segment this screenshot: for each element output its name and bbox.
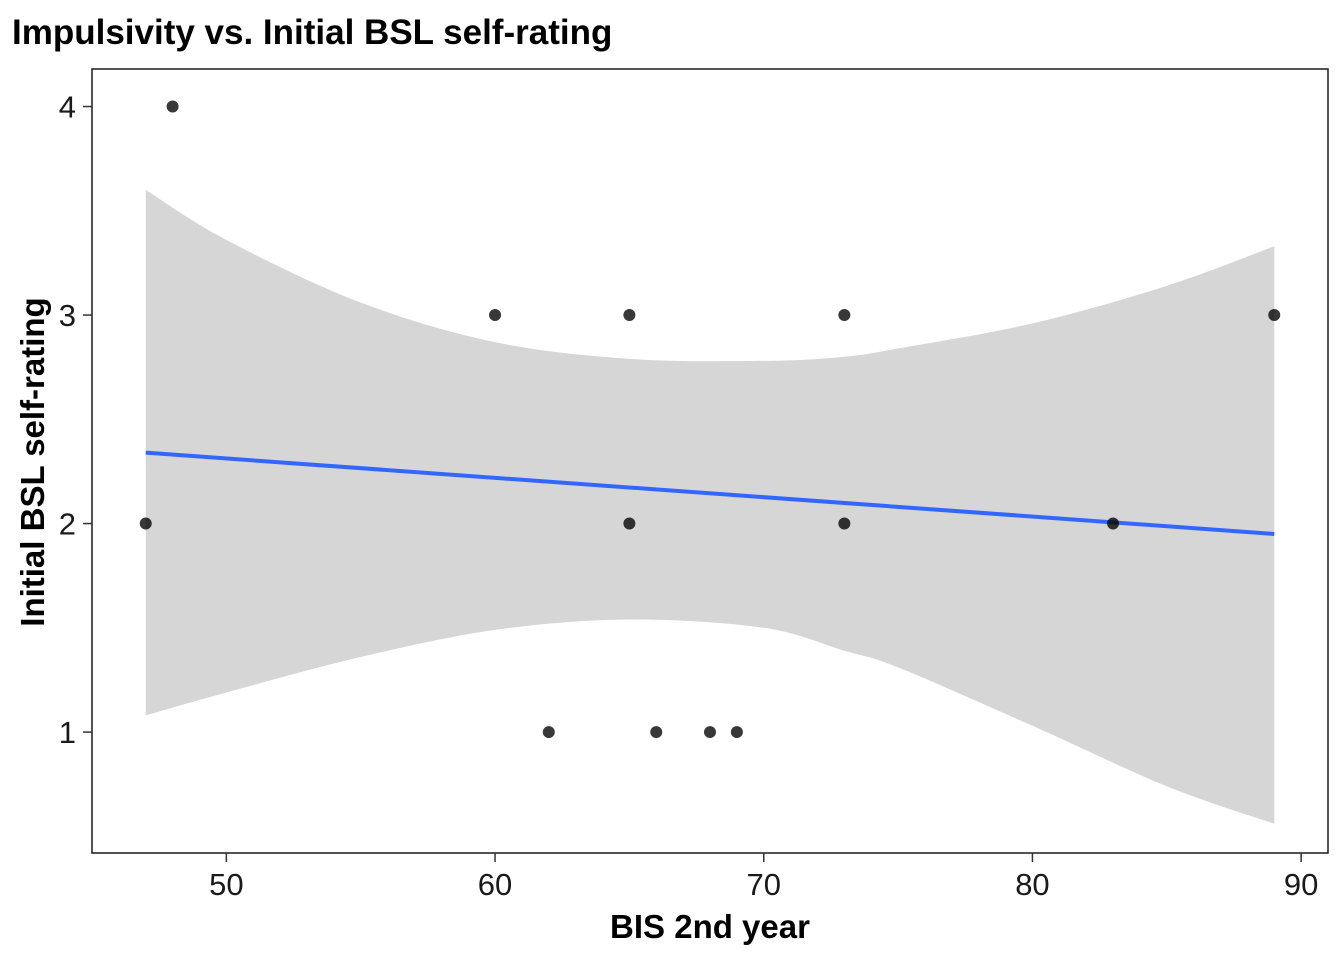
chart-title: Impulsivity vs. Initial BSL self-rating: [12, 13, 612, 52]
data-point: [166, 100, 179, 113]
data-point: [139, 517, 152, 530]
confidence-band: [145, 189, 1275, 824]
y-axis-ticks: 1 2 3 4: [59, 90, 92, 750]
plot-panel-border: [91, 68, 1329, 854]
data-point: [1107, 517, 1120, 530]
x-tick-label: 90: [1284, 867, 1318, 902]
trend-line: [145, 450, 1275, 536]
data-point: [623, 517, 636, 530]
data-point: [542, 726, 555, 739]
x-tick-label: 80: [1015, 867, 1049, 902]
x-tick-label: 60: [478, 867, 512, 902]
x-tick-label: 50: [209, 867, 243, 902]
data-point: [623, 309, 636, 322]
data-point: [838, 517, 851, 530]
data-point: [704, 726, 716, 739]
data-point: [730, 726, 743, 739]
data-point: [1268, 309, 1281, 322]
y-axis-title: Initial BSL self-rating: [14, 297, 51, 626]
y-tick-label: 3: [59, 298, 76, 333]
trend-line-layer: [145, 450, 1275, 536]
points-layer: [139, 100, 1281, 739]
x-axis-ticks: 50 60 70 80 90: [209, 853, 1318, 902]
confidence-band-layer: [145, 189, 1275, 824]
data-point: [650, 726, 663, 739]
x-axis-title: BIS 2nd year: [610, 908, 810, 945]
y-tick-label: 2: [59, 507, 76, 542]
data-point: [838, 309, 851, 322]
x-tick-label: 70: [746, 867, 780, 902]
data-point: [489, 309, 502, 322]
y-tick-label: 4: [59, 90, 76, 125]
y-tick-label: 1: [59, 715, 76, 750]
